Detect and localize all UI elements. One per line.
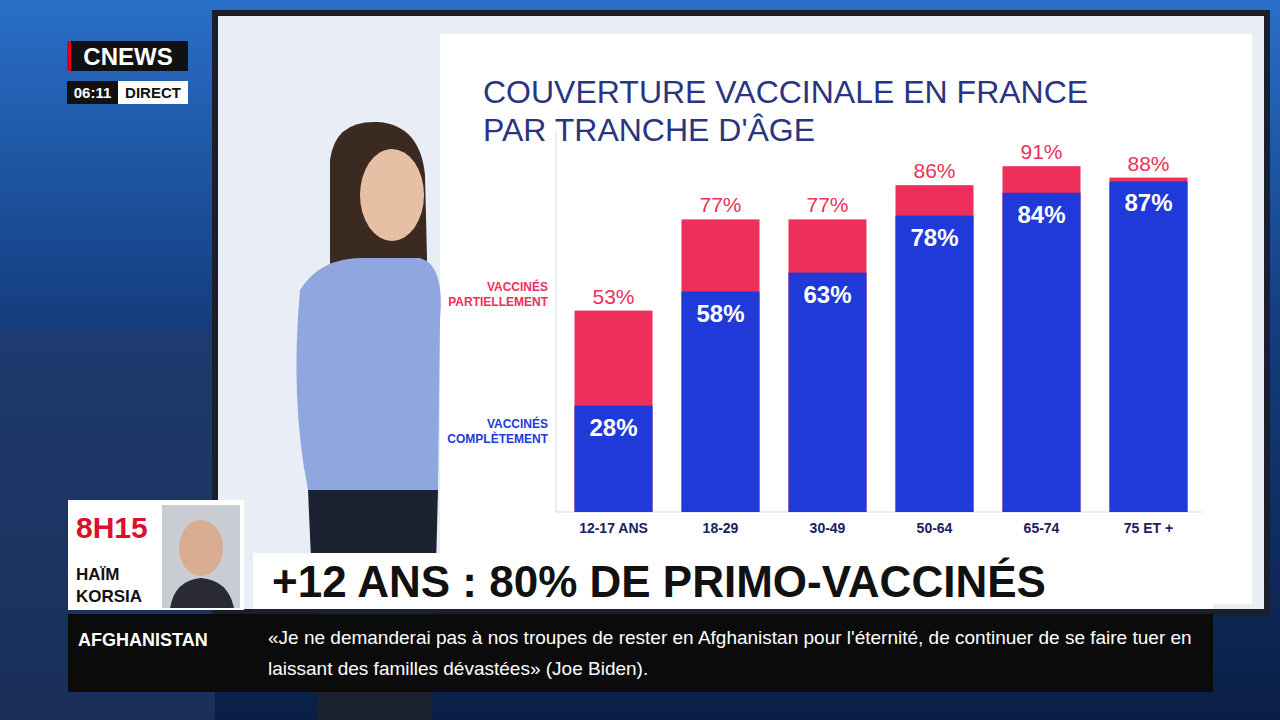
guest-box [68, 500, 244, 610]
legend-line: COMPLÈTEMENT [447, 431, 548, 446]
bar-label: 86% [913, 159, 955, 182]
data-labels: 53% 77% 77% 86% 91% 88% 28% 58% 63% 78% 84% 87% [589, 140, 1172, 440]
bar [789, 219, 867, 512]
live-box [118, 81, 188, 104]
bar-label: 77% [699, 193, 741, 216]
bar [1003, 166, 1081, 512]
bar [896, 216, 974, 512]
x-tick-label: 30-49 [810, 520, 846, 536]
legend-entry: VACCINÉSPARTIELLEMENT [448, 279, 548, 309]
x-tick-label: 75 ET + [1124, 520, 1173, 536]
x-tick-label: 65-74 [1024, 520, 1060, 536]
bar-label: 88% [1127, 152, 1169, 175]
title-line: COUVERTURE VACCINALE EN FRANCE [483, 74, 1088, 110]
title-line: PAR TRANCHE D'ÂGE [483, 112, 815, 148]
legend-line: PARTIELLEMENT [448, 295, 548, 309]
bar-label: 91% [1020, 140, 1062, 163]
headline-box [253, 553, 1213, 609]
bar [896, 185, 974, 512]
bar [682, 292, 760, 512]
guest-portrait [162, 505, 240, 608]
chart-title: COUVERTURE VACCINALE EN FRANCEPAR TRANCH… [483, 74, 1088, 148]
guest-name: KORSIA [76, 587, 142, 606]
x-tick-label: 12-17 ANS [579, 520, 648, 536]
bar-label: 58% [696, 300, 744, 327]
guest-face [179, 520, 223, 576]
ticker-topic: AFGHANISTAN [78, 630, 208, 650]
time-text: 06:11 [74, 84, 112, 101]
logo-box [67, 41, 188, 71]
presenter-shirt [296, 258, 440, 490]
bar [789, 273, 867, 512]
chart-panel [440, 34, 1252, 604]
x-tick-label: 18-29 [703, 520, 739, 536]
live-text: DIRECT [125, 84, 181, 101]
bar-label: 77% [806, 193, 848, 216]
bar-label: 87% [1124, 189, 1172, 216]
logo-accent [67, 41, 71, 71]
bar-label: 63% [803, 281, 851, 308]
x-axis-line [556, 512, 1202, 513]
guest-suit [170, 578, 234, 608]
presenter-face [360, 149, 424, 241]
bar [575, 406, 653, 512]
bars [575, 166, 1188, 512]
guest-name: HAÏM [76, 565, 119, 584]
x-tick-label: 50-64 [917, 520, 953, 536]
studio-background [0, 0, 1280, 720]
bar-label: 84% [1017, 201, 1065, 228]
bar-label: 28% [589, 414, 637, 441]
bar [1110, 178, 1188, 512]
bar [1110, 181, 1188, 512]
legend-entry: VACCINÉSCOMPLÈTEMENT [447, 416, 548, 446]
legend-line: VACCINÉS [487, 416, 548, 431]
bar-label: 78% [910, 224, 958, 251]
bar-label: 53% [592, 285, 634, 308]
logo-text: CNEWS [83, 43, 172, 70]
broadcast-frame: COUVERTURE VACCINALE EN FRANCEPAR TRANCH… [0, 0, 1280, 720]
ticker-text: «Je ne demanderai pas à nos troupes de r… [268, 622, 1203, 684]
ticker-box [68, 614, 1213, 692]
bar [682, 219, 760, 512]
bar [575, 311, 653, 512]
time-box [67, 81, 118, 104]
y-axis-line [556, 132, 557, 512]
legend-line: VACCINÉS [487, 279, 548, 294]
bar [1003, 193, 1081, 512]
headline: +12 ANS : 80% DE PRIMO-VACCINÉS [272, 557, 1046, 606]
guest-time: 8H15 [76, 511, 148, 544]
